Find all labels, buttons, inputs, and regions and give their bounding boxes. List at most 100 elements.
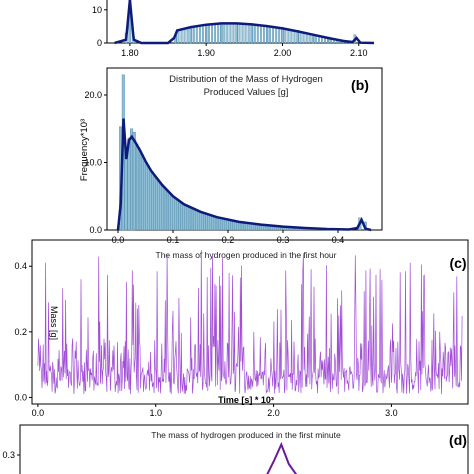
panel-d-label: (d) — [449, 432, 467, 448]
panel-a-bar — [235, 23, 238, 44]
panel-a-bar — [180, 29, 183, 44]
panel-b-bar — [182, 203, 185, 231]
panel-b-bar — [218, 217, 221, 231]
panel-a-bar — [262, 25, 265, 44]
panel-d-timeseries: The mass of hydrogen produced in the fir… — [2, 424, 469, 474]
panel-a-density-curve — [114, 0, 375, 45]
panel-b-bar — [184, 204, 187, 231]
panel-b-bar — [214, 216, 218, 231]
panel-b-bar — [147, 165, 150, 231]
panel-a-bar — [244, 23, 247, 44]
panel-b-bar — [191, 207, 195, 231]
panel-b-bar — [186, 205, 189, 231]
panel-a-bar — [217, 23, 220, 44]
panel-a-bar — [208, 24, 210, 44]
panel-b-bar — [189, 206, 193, 231]
panel-b-bar — [203, 212, 206, 231]
panel-b-bar — [220, 217, 223, 231]
panel-b-bar — [209, 214, 212, 231]
panel-b-bar — [213, 215, 216, 231]
panel-a-bar — [223, 23, 226, 44]
panel-b-bar — [137, 147, 141, 231]
panel-a-bar — [278, 27, 281, 44]
panel-b-bar — [178, 200, 181, 231]
panel-a-bar — [232, 23, 235, 44]
panel-c-timeseries: The mass of hydrogen produced in the fir… — [14, 239, 469, 418]
panel-a-x-tick-label: 2.00 — [274, 48, 292, 58]
panel-a-bar — [305, 33, 308, 44]
panel-a-histogram: 1.80 1.90 2.00 2.10 0 10 — [92, 0, 375, 58]
panel-a-bar — [247, 24, 250, 44]
panel-a-y-tick-label: 0 — [97, 38, 102, 48]
panel-c-x-ticks: 0.0 1.0 2.0 3.0 — [32, 404, 398, 418]
panel-b-bar — [207, 213, 210, 231]
panel-b-bar — [124, 148, 128, 231]
panel-b-bar — [164, 188, 168, 231]
panel-a-bar — [226, 23, 229, 44]
panel-a-bar — [287, 29, 290, 44]
panel-b-bar — [157, 179, 160, 231]
panel-c-x-tick-label: 1.0 — [149, 408, 162, 418]
panel-b-bar — [155, 176, 158, 231]
panel-a-bar — [250, 24, 253, 44]
panel-b-x-ticks: 0.0 0.1 0.2 0.3 0.4 — [112, 230, 344, 245]
panel-a-bar — [284, 28, 287, 44]
panel-a-bar — [302, 32, 305, 44]
panel-a-x-ticks: 1.80 1.90 2.00 2.10 — [121, 43, 368, 58]
panel-a-bar — [281, 28, 284, 44]
panel-c-y-tick-label: 0.4 — [14, 261, 27, 271]
panel-b-bar — [187, 206, 191, 231]
panel-b-y-tick-label: 10.0 — [84, 158, 102, 168]
panel-b-label: (b) — [351, 77, 369, 93]
panel-b-bar — [141, 154, 144, 231]
panel-b-bar — [132, 131, 136, 231]
panel-b-bar — [170, 194, 173, 231]
panel-b-bar — [130, 128, 134, 231]
panel-b-bar — [139, 150, 143, 231]
panel-b-title-line1: Distribution of the Mass of Hydrogen — [169, 74, 323, 85]
panel-a-bar — [192, 26, 195, 44]
panel-b-title-line2: Produced Values [g] — [204, 87, 289, 98]
panel-b-bar — [143, 158, 146, 231]
panel-a-y-tick-label: 10 — [92, 5, 102, 15]
panel-a-bar — [266, 25, 268, 44]
panel-a-y-ticks: 0 10 — [92, 5, 107, 48]
panel-c-label: (c) — [449, 255, 466, 271]
panel-a-bar — [290, 30, 293, 44]
panel-a-bar — [259, 25, 262, 44]
panel-a-bar — [205, 24, 207, 44]
panel-a-bar — [269, 26, 272, 44]
panel-b-bar — [149, 168, 152, 231]
panel-b-bar — [145, 162, 148, 231]
panel-b-bar — [162, 186, 166, 231]
panel-d-title: The mass of hydrogen produced in the fir… — [151, 430, 341, 440]
panel-b-bar — [136, 143, 139, 231]
panel-b-bar — [174, 197, 177, 231]
panel-b-bar — [180, 201, 183, 231]
panel-b-bar — [197, 210, 200, 231]
panel-a-bar — [177, 29, 180, 44]
panel-c-title: The mass of hydrogen produced in the fir… — [156, 250, 337, 260]
panel-b-bar — [224, 218, 227, 231]
panel-a-bar — [299, 31, 302, 44]
panel-c-y-axis-label: Mass [g] — [49, 306, 59, 340]
panel-c-x-tick-label: 3.0 — [385, 408, 398, 418]
panel-b-bar — [199, 211, 202, 231]
panel-b-bar — [201, 211, 204, 231]
panel-c-y-tick-label: 0.2 — [14, 327, 27, 337]
panel-c-x-axis-label: Time [s] * 10³ — [218, 395, 274, 405]
panel-c-signal-line — [37, 249, 463, 395]
panel-d-y-tick-label: 0.3 — [2, 450, 15, 460]
panel-b-y-axis-label: Frequency*10³ — [79, 119, 90, 181]
panel-a-bar — [256, 24, 259, 44]
panel-a-x-tick-label: 2.10 — [350, 48, 368, 58]
panel-c-y-tick-label: 0.0 — [14, 392, 27, 402]
panel-b-bar — [216, 217, 220, 231]
panel-b-bar — [161, 184, 164, 231]
panel-a-bar — [253, 24, 256, 44]
panel-b-bar — [211, 215, 214, 231]
panel-a-bar — [211, 24, 214, 44]
panel-c-frame — [31, 239, 469, 405]
panel-b-bar — [205, 213, 208, 231]
